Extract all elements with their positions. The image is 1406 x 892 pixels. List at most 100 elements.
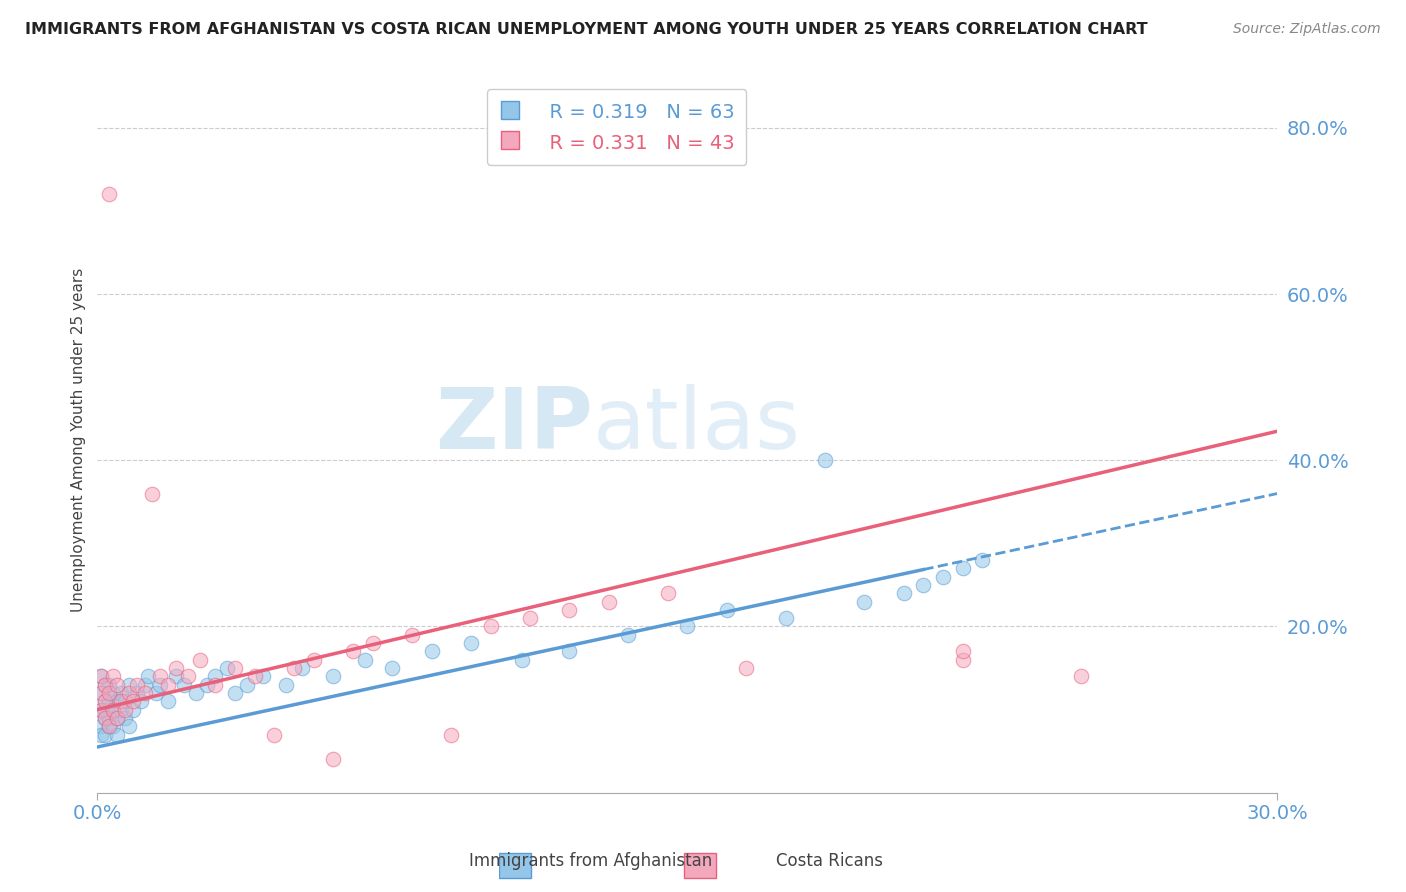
Legend:   R = 0.319   N = 63,   R = 0.331   N = 43: R = 0.319 N = 63, R = 0.331 N = 43: [486, 89, 747, 165]
Point: [217, 661, 239, 675]
Point: [125, 678, 148, 692]
Point: [138, 669, 160, 683]
Point: [98, 719, 121, 733]
Point: [165, 669, 187, 683]
Point: [184, 686, 207, 700]
Point: [716, 603, 738, 617]
Text: Immigrants from Afghanistan: Immigrants from Afghanistan: [468, 852, 713, 870]
Point: [90, 719, 112, 733]
Point: [101, 702, 124, 716]
Point: [90, 702, 112, 716]
Point: [291, 661, 314, 675]
Point: [952, 644, 974, 658]
Point: [276, 678, 298, 692]
Point: [460, 636, 482, 650]
Bar: [685, 853, 716, 878]
Point: [114, 694, 136, 708]
Point: [243, 669, 266, 683]
Point: [381, 661, 404, 675]
Point: [129, 694, 152, 708]
Point: [90, 727, 112, 741]
Text: ZIP: ZIP: [436, 384, 593, 467]
Point: [101, 702, 124, 716]
Point: [94, 727, 117, 741]
Point: [735, 661, 758, 675]
Point: [90, 686, 112, 700]
Text: atlas: atlas: [593, 384, 801, 467]
Point: [657, 586, 679, 600]
Point: [204, 669, 226, 683]
Point: [105, 727, 128, 741]
Point: [149, 669, 172, 683]
Point: [598, 594, 620, 608]
Point: [361, 636, 384, 650]
Point: [177, 669, 200, 683]
Point: [90, 702, 112, 716]
Point: [94, 711, 117, 725]
Text: Costa Ricans: Costa Ricans: [776, 852, 883, 870]
Point: [440, 727, 463, 741]
Point: [149, 678, 172, 692]
Point: [197, 678, 219, 692]
Point: [853, 594, 876, 608]
Point: [94, 694, 117, 708]
Point: [188, 653, 211, 667]
Point: [157, 678, 180, 692]
Point: [558, 644, 581, 658]
Point: [157, 694, 180, 708]
Point: [90, 669, 112, 683]
Point: [105, 711, 128, 725]
Point: [617, 628, 640, 642]
Point: [558, 603, 581, 617]
Point: [302, 653, 325, 667]
Point: [519, 611, 541, 625]
Point: [353, 653, 375, 667]
Point: [134, 678, 156, 692]
Point: [342, 644, 364, 658]
Point: [775, 611, 797, 625]
Point: [510, 653, 533, 667]
Point: [98, 678, 121, 692]
Point: [263, 727, 285, 741]
Point: [118, 686, 141, 700]
Point: [252, 669, 274, 683]
Point: [972, 553, 994, 567]
Point: [98, 711, 121, 725]
Point: [173, 678, 195, 692]
Point: [110, 686, 132, 700]
Bar: [499, 853, 530, 878]
Point: [952, 653, 974, 667]
Point: [98, 719, 121, 733]
Point: [105, 711, 128, 725]
Point: [676, 619, 699, 633]
Point: [98, 187, 121, 202]
Point: [912, 578, 935, 592]
Point: [110, 694, 132, 708]
Point: [121, 694, 143, 708]
Point: [90, 686, 112, 700]
Point: [814, 453, 837, 467]
Text: IMMIGRANTS FROM AFGHANISTAN VS COSTA RICAN UNEMPLOYMENT AMONG YOUTH UNDER 25 YEA: IMMIGRANTS FROM AFGHANISTAN VS COSTA RIC…: [25, 22, 1147, 37]
Point: [236, 678, 259, 692]
Point: [224, 661, 246, 675]
Point: [110, 702, 132, 716]
Point: [121, 702, 143, 716]
Point: [98, 686, 121, 700]
Point: [1070, 669, 1092, 683]
Point: [141, 486, 163, 500]
Point: [283, 661, 305, 675]
Point: [145, 686, 167, 700]
Point: [101, 719, 124, 733]
Y-axis label: Unemployment Among Youth under 25 years: Unemployment Among Youth under 25 years: [72, 268, 86, 612]
Point: [932, 569, 955, 583]
Point: [893, 586, 915, 600]
Point: [114, 702, 136, 716]
Point: [90, 669, 112, 683]
Point: [322, 752, 344, 766]
Point: [118, 719, 141, 733]
Point: [479, 619, 502, 633]
Point: [125, 686, 148, 700]
Point: [94, 702, 117, 716]
Point: [105, 694, 128, 708]
Point: [94, 678, 117, 692]
